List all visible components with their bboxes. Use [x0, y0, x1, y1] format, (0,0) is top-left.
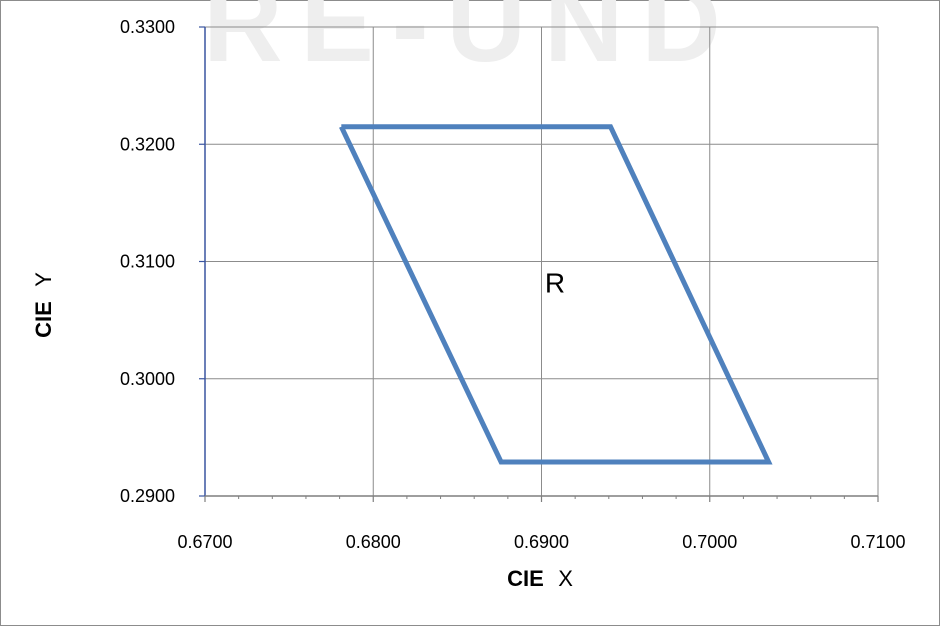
- x-tick-label: 0.7000: [682, 532, 737, 552]
- annotations: R: [545, 268, 565, 299]
- series-line: [339, 124, 773, 465]
- annotation-label: R: [545, 268, 565, 299]
- y-axis-title-plain: Y: [31, 272, 56, 287]
- y-axis-title-bold: CIE: [31, 301, 56, 338]
- watermark-text: RE-UND: [203, 0, 739, 85]
- series-layer: [339, 124, 773, 465]
- y-tick-label: 0.3200: [120, 134, 175, 154]
- y-tick-label: 0.3300: [120, 17, 175, 37]
- x-axis-title-bold: CIE: [507, 566, 544, 591]
- x-tick-label: 0.6900: [514, 532, 569, 552]
- y-axis-title: CIE Y: [31, 272, 56, 338]
- x-tick-label: 0.6700: [177, 532, 232, 552]
- tick-labels: 0.2900 0.3000 0.3100 0.3200 0.3300 0.6700 0.68…: [120, 17, 906, 552]
- x-axis-title-plain: X: [558, 566, 573, 591]
- axes: [199, 26, 879, 502]
- y-tick-label: 0.2900: [120, 486, 175, 506]
- y-tick-label: 0.3100: [120, 252, 175, 272]
- x-tick-label: 0.6800: [346, 532, 401, 552]
- x-tick-label: 0.7100: [850, 532, 905, 552]
- x-axis-title: CIE X: [507, 566, 573, 591]
- grid-lines: [205, 26, 879, 496]
- y-tick-label: 0.3000: [120, 369, 175, 389]
